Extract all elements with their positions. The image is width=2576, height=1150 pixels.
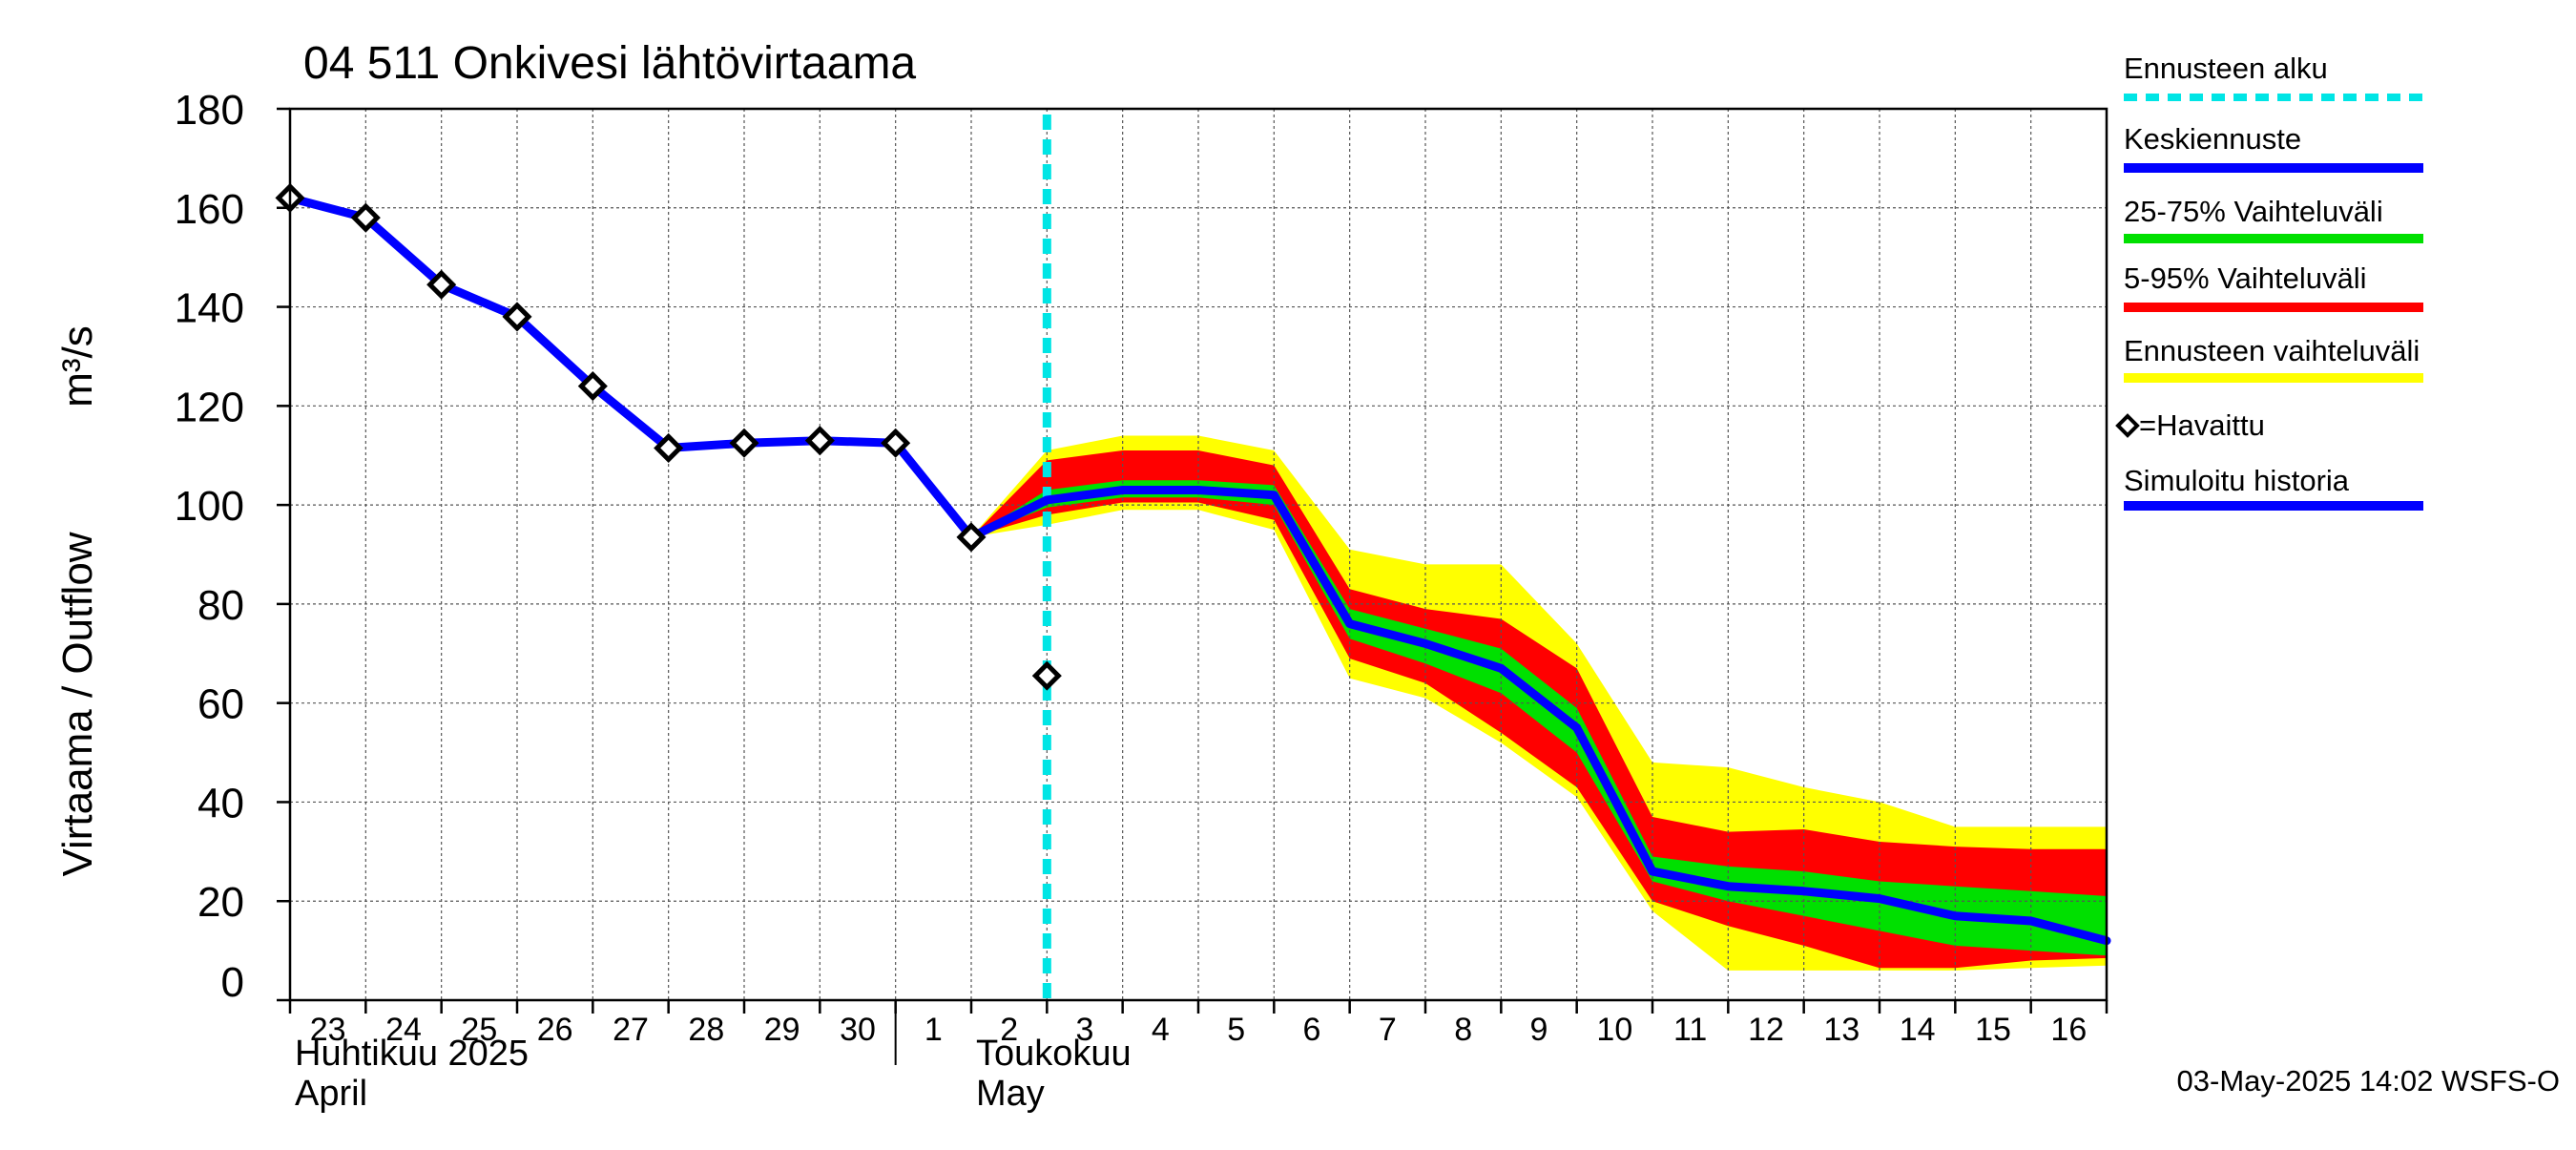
observed-point bbox=[1031, 660, 1062, 691]
band-2 bbox=[971, 480, 2107, 956]
x-tick-label: 15 bbox=[1975, 1012, 2011, 1048]
x-tick-label: 11 bbox=[1673, 1012, 1707, 1048]
y-tick-label: 140 bbox=[175, 285, 244, 332]
axes bbox=[277, 107, 2109, 1065]
x-tick-label: 14 bbox=[1900, 1012, 1936, 1048]
observed-point bbox=[881, 428, 911, 458]
y-tick-label: 120 bbox=[175, 384, 244, 430]
month-label: Huhtikuu 2025 bbox=[295, 1034, 529, 1074]
x-tick-label: 23 bbox=[310, 1012, 346, 1048]
y-tick-label: 100 bbox=[175, 483, 244, 530]
month-label: Toukokuu bbox=[976, 1034, 1132, 1074]
legend-label: Simuloitu historia bbox=[2124, 464, 2350, 497]
legend-label: Keskiennuste bbox=[2124, 122, 2301, 156]
x-tick-label: 26 bbox=[537, 1012, 573, 1048]
observed-point bbox=[350, 202, 381, 233]
legend-label: 25-75% Vaihteluväli bbox=[2124, 195, 2383, 228]
x-tick-label: 1 bbox=[924, 1012, 943, 1048]
x-tick-label: 30 bbox=[840, 1012, 876, 1048]
observed-markers bbox=[275, 182, 1062, 691]
legend-label: 5-95% Vaihteluväli bbox=[2124, 261, 2366, 295]
x-tick-label: 5 bbox=[1227, 1012, 1245, 1048]
legend: Ennusteen alku Keskiennuste 25-75% Vaihtel… bbox=[2115, 52, 2423, 511]
x-tick-label: 6 bbox=[1303, 1012, 1321, 1048]
x-tick-label: 13 bbox=[1823, 1012, 1859, 1048]
series-line-1 bbox=[966, 486, 2111, 946]
x-tick-label: 27 bbox=[613, 1012, 649, 1048]
series-line-0 bbox=[285, 193, 976, 542]
x-tick-label: 12 bbox=[1748, 1012, 1784, 1048]
month-label-en: April bbox=[295, 1074, 367, 1114]
legend-marker-icon bbox=[2115, 413, 2140, 438]
x-tick-label: 10 bbox=[1596, 1012, 1632, 1048]
y-tick-label: 40 bbox=[197, 780, 244, 826]
y-tick-label: 60 bbox=[197, 681, 244, 728]
month-label-en: May bbox=[976, 1074, 1045, 1114]
y-axis-label: Virtaama / Outflow bbox=[54, 532, 101, 876]
observed-point bbox=[729, 428, 759, 458]
y-tick-label: 20 bbox=[197, 879, 244, 926]
x-tick-label: 25 bbox=[461, 1012, 497, 1048]
x-tick-label: 24 bbox=[385, 1012, 422, 1048]
footer-timestamp: 03-May-2025 14:02 WSFS-O bbox=[2177, 1064, 2560, 1098]
y-tick-label: 0 bbox=[221, 959, 244, 1006]
y-tick-label: 80 bbox=[197, 582, 244, 629]
legend-label: =Havaittu bbox=[2139, 408, 2265, 442]
x-tick-label: 2 bbox=[1000, 1012, 1018, 1048]
x-tick-label: 8 bbox=[1454, 1012, 1472, 1048]
x-tick-label: 28 bbox=[688, 1012, 724, 1048]
x-tick-label: 29 bbox=[764, 1012, 800, 1048]
y-axis-unit: m³/s bbox=[54, 325, 101, 408]
x-tick-label: 3 bbox=[1076, 1012, 1094, 1048]
x-tick-label: 4 bbox=[1152, 1012, 1170, 1048]
observed-point bbox=[956, 522, 987, 553]
observed-point bbox=[577, 371, 608, 402]
y-tick-label: 160 bbox=[175, 186, 244, 233]
observed-point bbox=[502, 302, 532, 332]
observed-point bbox=[654, 432, 684, 463]
x-tick-label: 16 bbox=[2050, 1012, 2087, 1048]
legend-label: Ennusteen vaihteluväli bbox=[2124, 334, 2420, 367]
observed-point bbox=[804, 426, 835, 456]
chart-title: 04 511 Onkivesi lähtövirtaama bbox=[303, 38, 916, 89]
legend-label: Ennusteen alku bbox=[2124, 52, 2328, 85]
x-tick-label: 9 bbox=[1530, 1012, 1548, 1048]
observed-point bbox=[426, 269, 457, 300]
x-tick-label: 7 bbox=[1379, 1012, 1397, 1048]
y-tick-label: 180 bbox=[175, 87, 244, 134]
series-lines bbox=[285, 115, 2111, 1000]
